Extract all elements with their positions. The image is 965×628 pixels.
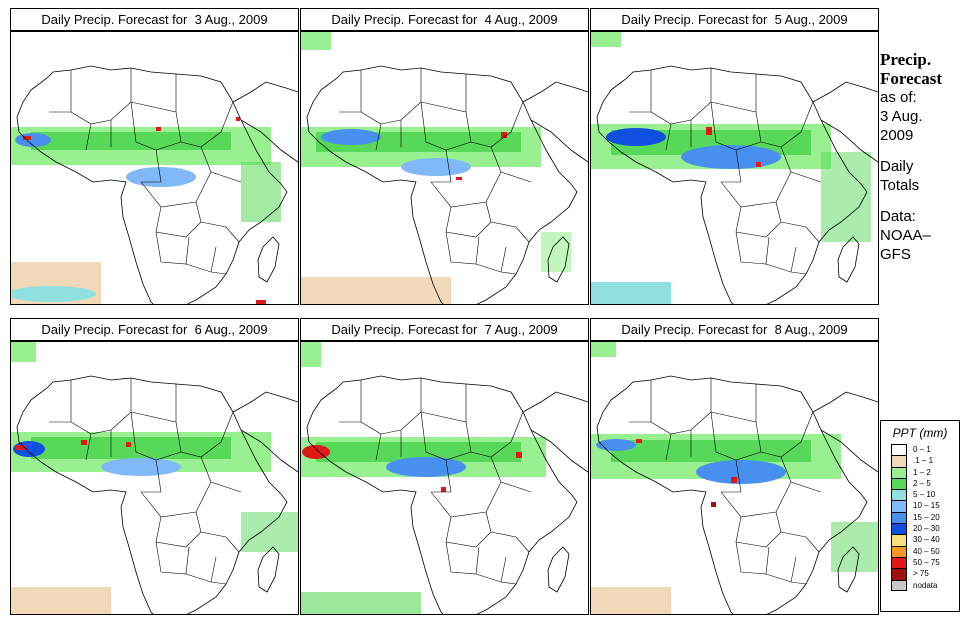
legend-swatch [891,534,907,546]
precip-map [300,341,589,615]
forecast-panel-aug5: Daily Precip. Forecast for 5 Aug., 2009 [590,8,879,305]
forecast-panel-aug7: Daily Precip. Forecast for 7 Aug., 2009 [300,318,589,615]
legend-label: 10 – 15 [913,501,940,511]
legend-label: nodata [913,580,938,590]
panel-title: Daily Precip. Forecast for 7 Aug., 2009 [300,318,589,341]
forecast-panel-aug4: Daily Precip. Forecast for 4 Aug., 2009 [300,8,589,305]
heading-line1: Precip. [880,50,932,69]
legend-item: 0 – 1 [881,444,959,456]
legend-item: 40 – 50 [881,545,959,557]
legend-item: 5 – 10 [881,489,959,501]
precip-map [10,341,299,615]
legend-item: nodata [881,579,959,591]
precip-map [590,31,879,305]
precip-map [590,341,879,615]
legend-label: .1 – 1 [913,456,934,466]
forecast-panel-aug3: Daily Precip. Forecast for 3 Aug., 2009 [10,8,299,305]
legend-swatch [891,556,907,569]
legend-label: 40 – 50 [913,546,940,556]
legend-swatch [891,455,907,467]
heading-line2: Forecast [880,69,942,88]
legend-swatch [891,511,907,524]
panel-title: Daily Precip. Forecast for 6 Aug., 2009 [10,318,299,341]
legend-label: 15 – 20 [913,512,940,522]
asof-label: as of: [880,89,917,106]
data-source: NOAA– [880,227,931,244]
panel-title: Daily Precip. Forecast for 8 Aug., 2009 [590,318,879,341]
panel-title: Daily Precip. Forecast for 3 Aug., 2009 [10,8,299,31]
legend-swatch [891,545,907,557]
legend-swatch [891,466,907,478]
legend-item: 15 – 20 [881,511,959,524]
legend-item: .1 – 1 [881,455,959,467]
legend-title: PPT (mm) [892,426,948,440]
legend-label: 0 – 1 [913,445,931,454]
legend-swatch [891,579,907,591]
legend-label: > 75 [913,569,929,579]
forecast-panel-aug6: Daily Precip. Forecast for 6 Aug., 2009 [10,318,299,615]
legend-item: 20 – 30 [881,523,959,535]
legend-label: 30 – 40 [913,535,940,545]
panel-title: Daily Precip. Forecast for 4 Aug., 2009 [300,8,589,31]
forecast-info: Precip. Forecast as of: 3 Aug. 2009 Dail… [880,50,965,264]
legend-label: 50 – 75 [913,557,940,567]
legend-swatch [891,489,907,501]
data-source-suffix: GFS [880,246,911,263]
legend-swatch [891,477,907,490]
legend-swatch [891,523,907,535]
legend-swatch [891,444,907,456]
asof-year: 2009 [880,127,914,144]
legend-item: 50 – 75 [881,556,959,569]
legend-item: 2 – 5 [881,477,959,490]
precip-map [300,31,589,305]
legend-swatch [891,500,907,512]
daily-label: Daily [880,158,914,175]
legend-label: 2 – 5 [913,478,931,488]
data-label: Data: [880,208,916,225]
panel-title: Daily Precip. Forecast for 5 Aug., 2009 [590,8,879,31]
legend-label: 1 – 2 [913,467,931,477]
legend-item: 10 – 15 [881,500,959,512]
totals-label: Totals [880,177,920,194]
legend-item: 30 – 40 [881,534,959,546]
forecast-panel-aug8: Daily Precip. Forecast for 8 Aug., 2009 [590,318,879,615]
legend-swatch [891,568,907,580]
legend-label: 20 – 30 [913,524,940,534]
legend-item: 1 – 2 [881,466,959,478]
legend-label: 5 – 10 [913,490,936,500]
asof-date: 3 Aug. [880,108,923,125]
legend-item: > 75 [881,568,959,580]
precip-map [10,31,299,305]
